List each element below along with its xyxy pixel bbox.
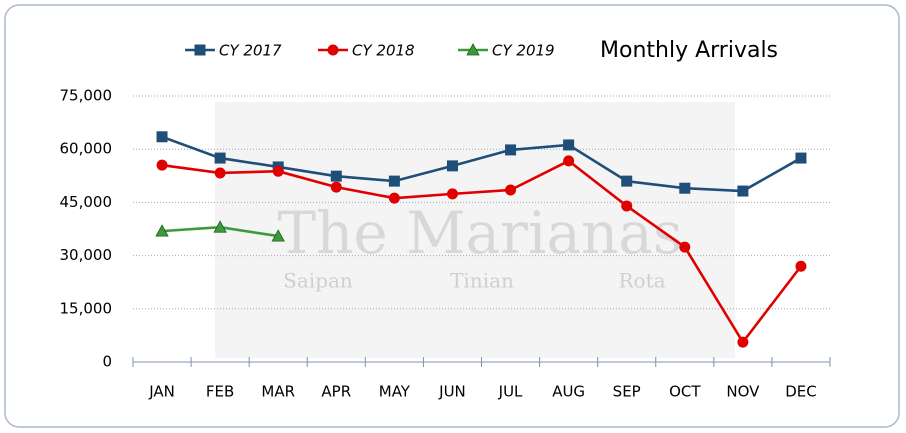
series-line	[161, 159, 802, 345]
watermark-island: Tinian	[450, 269, 514, 293]
data-point	[446, 160, 458, 172]
chart-title: Monthly Arrivals	[600, 38, 778, 63]
data-point	[214, 167, 226, 179]
legend-marker	[327, 44, 339, 56]
data-point	[156, 131, 168, 143]
data-point	[737, 185, 749, 197]
x-tick-label: JUN	[438, 383, 466, 401]
y-tick-label: 30,000	[60, 246, 113, 264]
legend-label: CY 2019	[492, 42, 555, 60]
x-tick-label: JUL	[498, 383, 523, 401]
data-point	[795, 260, 807, 272]
watermark-title: The Marianas	[277, 199, 682, 267]
data-point	[679, 182, 691, 194]
watermark-island: Rota	[618, 269, 665, 293]
data-point	[271, 229, 285, 242]
data-point	[330, 181, 342, 193]
data-point	[388, 192, 400, 204]
series-line	[161, 135, 802, 193]
data-point	[505, 184, 517, 196]
data-point	[621, 175, 633, 187]
data-point	[214, 152, 226, 164]
data-point	[155, 224, 169, 237]
data-point	[621, 200, 633, 212]
x-tick-label: NOV	[726, 383, 760, 401]
legend-label: CY 2018	[352, 42, 415, 60]
data-point	[505, 144, 517, 156]
x-tick-label: MAY	[379, 383, 411, 401]
data-point	[563, 155, 575, 167]
watermark-island: Saipan	[283, 269, 353, 293]
data-point	[272, 165, 284, 177]
x-tick-label: JAN	[148, 383, 175, 401]
data-point	[156, 159, 168, 171]
watermark-backdrop	[215, 102, 735, 358]
x-tick-label: APR	[321, 383, 351, 401]
legend-marker	[466, 43, 480, 56]
data-point	[388, 175, 400, 187]
x-tick-label: SEP	[613, 383, 641, 401]
y-tick-label: 0	[102, 353, 112, 371]
y-tick-label: 75,000	[60, 87, 113, 105]
x-tick-label: FEB	[206, 383, 234, 401]
y-tick-label: 45,000	[60, 193, 113, 211]
x-tick-label: AUG	[552, 383, 585, 401]
legend-marker	[194, 44, 206, 56]
x-tick-label: OCT	[669, 383, 701, 401]
data-point	[679, 241, 691, 253]
data-point	[330, 170, 342, 182]
y-tick-label: 15,000	[60, 299, 113, 317]
data-point	[446, 188, 458, 200]
x-tick-label: DEC	[785, 383, 817, 401]
y-tick-label: 60,000	[60, 140, 113, 158]
data-point	[563, 139, 575, 151]
data-point	[795, 152, 807, 164]
x-tick-label: MAR	[261, 383, 295, 401]
legend-label: CY 2017	[219, 42, 282, 60]
data-point	[737, 336, 749, 348]
data-point	[213, 220, 227, 233]
